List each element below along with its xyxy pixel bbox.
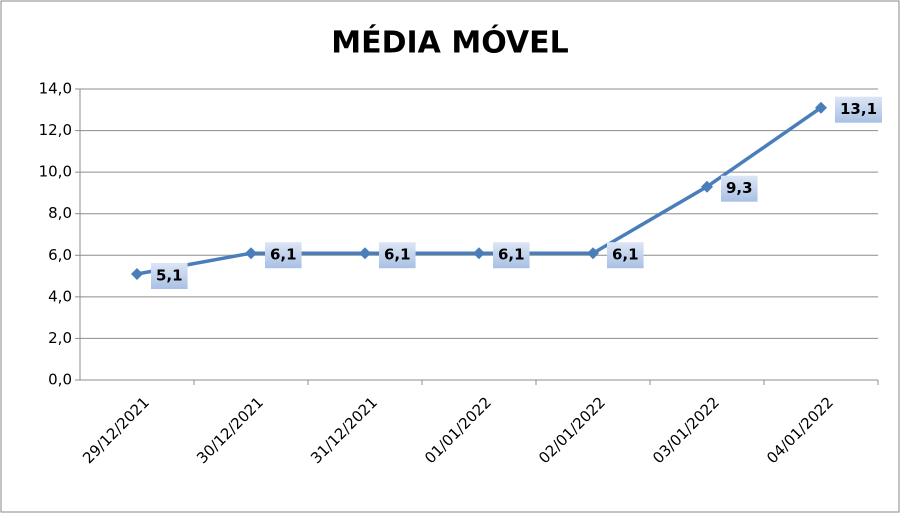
marker [587, 247, 599, 260]
y-tick-label: 4,0 [48, 287, 72, 305]
y-tick-label: 14,0 [39, 80, 72, 98]
y-tick-label: 12,0 [39, 121, 72, 139]
data-label: 13,1 [840, 100, 877, 118]
data-label-box [151, 262, 188, 289]
data-label-box [835, 96, 883, 123]
data-label: 6,1 [384, 246, 411, 264]
marker [245, 247, 257, 260]
data-label: 9,3 [726, 179, 753, 197]
data-label: 6,1 [498, 246, 525, 264]
data-label-box [265, 242, 302, 269]
data-label-box [493, 242, 530, 269]
marker [701, 180, 713, 193]
y-tick-label: 2,0 [48, 329, 72, 347]
y-tick-label: 10,0 [39, 163, 72, 181]
chart-title: MÉDIA MÓVEL [331, 24, 568, 61]
data-label-box [379, 242, 416, 269]
data-label: 5,1 [156, 266, 183, 284]
marker [815, 101, 827, 114]
marker [131, 267, 143, 280]
y-tick-label: 0,0 [48, 371, 72, 389]
y-tick-label: 8,0 [48, 204, 72, 222]
data-label-box [721, 175, 758, 202]
data-label: 6,1 [270, 246, 297, 264]
data-label: 6,1 [612, 246, 639, 264]
marker [473, 247, 485, 260]
marker [359, 247, 371, 260]
y-tick-label: 6,0 [48, 246, 72, 264]
data-label-box [607, 242, 644, 269]
